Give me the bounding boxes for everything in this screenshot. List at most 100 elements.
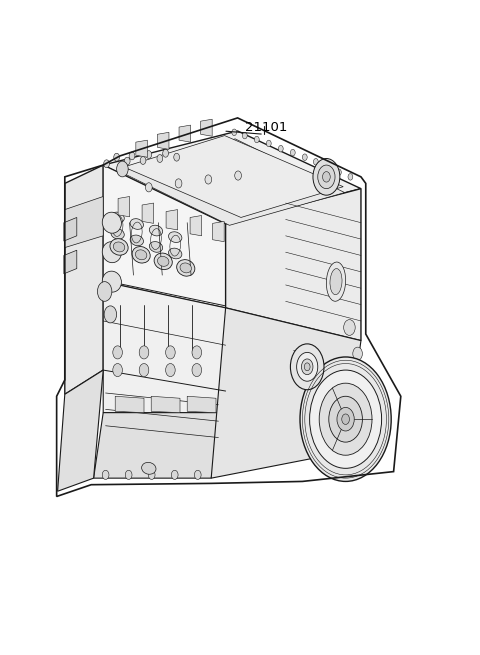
Circle shape: [97, 282, 112, 301]
Ellipse shape: [130, 235, 144, 246]
Circle shape: [166, 346, 175, 359]
Circle shape: [323, 172, 330, 182]
Circle shape: [104, 160, 109, 168]
Polygon shape: [103, 282, 226, 413]
Circle shape: [301, 359, 313, 375]
Circle shape: [337, 407, 354, 431]
Ellipse shape: [330, 269, 342, 295]
Circle shape: [254, 136, 259, 143]
Circle shape: [325, 164, 330, 170]
Polygon shape: [179, 125, 191, 142]
Circle shape: [313, 159, 340, 195]
Circle shape: [348, 174, 353, 180]
Circle shape: [157, 155, 163, 162]
Polygon shape: [94, 413, 226, 478]
Ellipse shape: [177, 259, 195, 276]
Ellipse shape: [149, 225, 163, 236]
Circle shape: [146, 151, 152, 159]
Circle shape: [163, 149, 168, 157]
Circle shape: [140, 157, 146, 164]
Circle shape: [304, 363, 310, 371]
Polygon shape: [157, 132, 169, 149]
Circle shape: [310, 370, 382, 468]
Ellipse shape: [168, 232, 182, 242]
Circle shape: [102, 470, 109, 479]
Polygon shape: [64, 250, 77, 274]
Circle shape: [113, 364, 122, 377]
Circle shape: [297, 352, 318, 381]
Circle shape: [329, 396, 362, 442]
Ellipse shape: [113, 242, 125, 252]
Polygon shape: [64, 217, 77, 241]
Ellipse shape: [326, 262, 346, 301]
Ellipse shape: [102, 242, 121, 263]
Circle shape: [113, 346, 122, 359]
Ellipse shape: [142, 462, 156, 474]
Ellipse shape: [149, 242, 163, 252]
Circle shape: [278, 145, 283, 152]
Ellipse shape: [130, 219, 144, 229]
Circle shape: [175, 179, 182, 188]
Circle shape: [342, 414, 349, 424]
Polygon shape: [65, 196, 103, 248]
Circle shape: [104, 306, 117, 323]
Circle shape: [166, 364, 175, 377]
Circle shape: [344, 320, 355, 335]
Circle shape: [205, 175, 212, 184]
Circle shape: [242, 132, 247, 139]
Circle shape: [302, 154, 307, 160]
Polygon shape: [166, 210, 178, 230]
Ellipse shape: [111, 229, 124, 239]
Polygon shape: [201, 119, 212, 136]
Circle shape: [139, 346, 149, 359]
Circle shape: [318, 165, 335, 189]
Ellipse shape: [157, 256, 169, 267]
Circle shape: [145, 183, 152, 192]
Circle shape: [266, 140, 271, 147]
Text: 21101: 21101: [245, 121, 288, 134]
Ellipse shape: [110, 238, 128, 255]
Polygon shape: [115, 396, 144, 413]
Circle shape: [148, 470, 155, 479]
Circle shape: [232, 129, 237, 136]
Circle shape: [194, 470, 201, 479]
Circle shape: [139, 364, 149, 377]
Circle shape: [174, 153, 180, 161]
Polygon shape: [58, 370, 103, 491]
Circle shape: [336, 169, 341, 176]
Circle shape: [171, 470, 178, 479]
Polygon shape: [124, 136, 343, 217]
Polygon shape: [190, 215, 202, 236]
Polygon shape: [213, 221, 224, 242]
Circle shape: [114, 153, 120, 161]
Ellipse shape: [111, 212, 124, 223]
Circle shape: [313, 159, 318, 165]
Polygon shape: [136, 140, 147, 157]
Ellipse shape: [102, 271, 121, 292]
Circle shape: [235, 171, 241, 180]
Circle shape: [125, 470, 132, 479]
Circle shape: [124, 157, 130, 165]
Ellipse shape: [135, 250, 147, 260]
Polygon shape: [211, 308, 361, 478]
Circle shape: [290, 149, 295, 156]
Ellipse shape: [102, 212, 121, 233]
Polygon shape: [226, 189, 361, 341]
Circle shape: [290, 344, 324, 390]
Circle shape: [129, 152, 135, 160]
Circle shape: [192, 346, 202, 359]
Polygon shape: [103, 165, 226, 308]
Polygon shape: [187, 396, 216, 413]
Polygon shape: [118, 196, 130, 217]
Circle shape: [117, 161, 128, 177]
Polygon shape: [65, 165, 103, 394]
Circle shape: [353, 347, 362, 360]
Polygon shape: [103, 131, 361, 224]
Ellipse shape: [168, 248, 182, 259]
Polygon shape: [120, 139, 345, 225]
Circle shape: [300, 357, 391, 481]
Ellipse shape: [154, 253, 172, 270]
Polygon shape: [142, 203, 154, 223]
Polygon shape: [151, 396, 180, 413]
Circle shape: [319, 383, 372, 455]
